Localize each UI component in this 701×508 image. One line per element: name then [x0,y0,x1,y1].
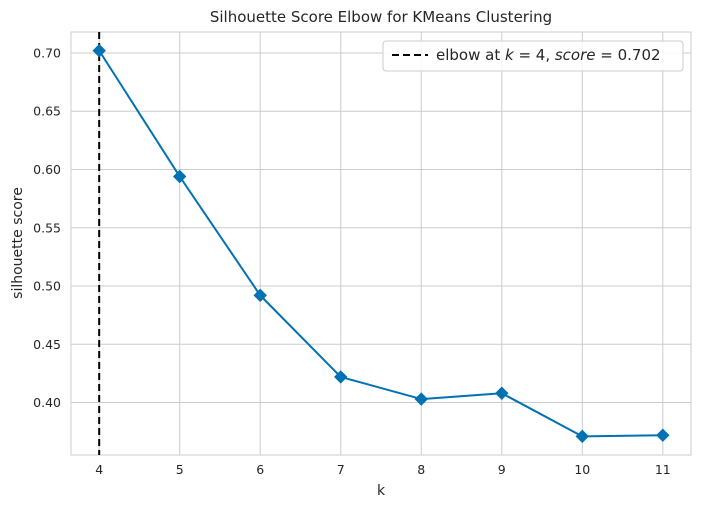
x-tick-label: 5 [176,462,184,477]
plot-area [70,31,692,456]
x-tick-label: 4 [95,462,103,477]
y-tick-label: 0.70 [33,45,61,60]
legend-prefix: elbow at [436,46,505,64]
data-point [92,43,106,58]
legend-score-symbol: score [555,46,596,64]
data-point [656,428,670,442]
y-tick-label: 0.55 [33,220,61,235]
data-point [253,288,267,303]
data-point [575,429,590,444]
legend-k-value: = 4, [514,46,555,64]
legend-k-symbol: k [505,46,515,64]
legend-box [382,40,684,72]
grid [71,32,691,455]
y-axis-title: silhouette score [10,187,26,299]
x-tick-label: 8 [417,462,425,477]
legend: elbow at k = 4, score = 0.702 [382,40,684,72]
y-tick-labels: 0.40 0.45 0.50 0.55 0.60 0.65 0.70 [33,45,61,410]
series-line [98,50,663,438]
x-tick-label: 7 [337,462,345,477]
y-tick-label: 0.40 [33,395,61,410]
y-tick-label: 0.45 [33,337,61,352]
x-axis-title: k [377,483,386,499]
data-point [495,386,509,400]
series [92,43,670,444]
x-tick-label: 6 [256,462,264,477]
y-tick-label: 0.65 [33,104,61,119]
legend-score-value: = 0.702 [596,46,661,64]
data-point [334,370,348,384]
x-tick-label: 10 [574,462,590,477]
y-tick-label: 0.60 [33,162,61,177]
chart-title: Silhouette Score Elbow for KMeans Cluste… [210,8,552,26]
data-point [172,169,187,184]
x-tick-label: 9 [498,462,506,477]
x-tick-label: 11 [655,462,671,477]
legend-label: elbow at k = 4, score = 0.702 [436,46,661,64]
data-point [414,392,428,406]
y-tick-label: 0.50 [33,279,61,294]
x-tick-labels: 4 5 6 7 8 9 10 11 [95,462,671,477]
